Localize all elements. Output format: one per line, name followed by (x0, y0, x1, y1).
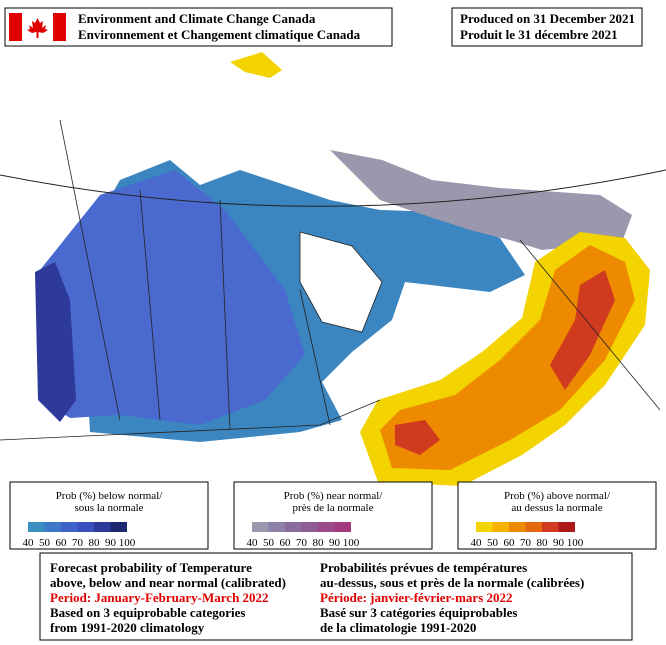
legend-tick: 70 (296, 537, 308, 549)
legend-swatch (476, 522, 493, 532)
legend-title: Prob (%) near normal/ (284, 490, 384, 502)
legend-swatch (268, 522, 285, 532)
legend-tick: 100 (119, 537, 136, 549)
description: Forecast probability of Temperatureabove… (50, 560, 584, 635)
legend-tick: 80 (537, 537, 549, 549)
legend-tick: 70 (520, 537, 532, 549)
legend-tick: 60 (280, 537, 292, 549)
produced-box (451, 7, 643, 47)
description-line: above, below and near normal (calibrated… (50, 575, 286, 590)
description-line: Basé sur 3 catégories équiprobables (320, 605, 517, 620)
borders (0, 119, 661, 441)
map (0, 52, 666, 486)
legend-subtitle: au dessus la normale (511, 502, 602, 514)
legend-tick: 40 (23, 537, 35, 549)
hudson-bay (299, 231, 383, 333)
legend-tick: 40 (247, 537, 259, 549)
description-line: from 1991-2020 climatology (50, 620, 205, 635)
description-line: de la climatologie 1991-2020 (320, 620, 476, 635)
legend-tick: 80 (89, 537, 101, 549)
latitude-line (0, 169, 666, 207)
legend-tick: 50 (263, 537, 275, 549)
legend-title: Prob (%) below normal/ (56, 490, 164, 502)
legend-swatch (285, 522, 302, 532)
legends: Prob (%) below normal/sous la normale 40 5… (9, 481, 657, 550)
description-line: Forecast probability of Temperature (50, 560, 252, 575)
legend-swatch (44, 522, 61, 532)
agency-en: Environment and Climate Change Canada (78, 11, 316, 26)
produced-fr: Produit le 31 décembre 2021 (460, 27, 618, 42)
region-yellow-north (230, 52, 282, 78)
legend-tick: 90 (105, 537, 117, 549)
legend-swatch (558, 522, 575, 532)
region-orange (380, 245, 635, 470)
legend-swatch (252, 522, 269, 532)
region-dark-blue (35, 262, 76, 422)
legend-tick: 50 (39, 537, 51, 549)
legend-swatch (110, 522, 127, 532)
description-line: Based on 3 equiprobable categories (50, 605, 246, 620)
produced-en: Produced on 31 December 2021 (460, 11, 635, 26)
description-line: au-dessus, sous et près de la normale (c… (320, 575, 584, 590)
region-red (395, 420, 440, 455)
legend-swatch (542, 522, 559, 532)
legend-tick: 60 (56, 537, 68, 549)
legend-tick: 70 (72, 537, 84, 549)
legend-box (457, 481, 657, 550)
legend-swatch (28, 522, 45, 532)
legend-swatch (334, 522, 351, 532)
legend-swatch (301, 522, 318, 532)
legend-swatch (492, 522, 509, 532)
legend-tick: 100 (343, 537, 360, 549)
legend-box (9, 481, 209, 550)
legend-tick: 40 (471, 537, 483, 549)
legend-swatch (94, 522, 111, 532)
legend-box (233, 481, 433, 550)
legend-swatch (61, 522, 78, 532)
legend-swatch (525, 522, 542, 532)
legend-swatch (509, 522, 526, 532)
description-line: Probabilités prévues de températures (320, 560, 527, 575)
legend-tick: 80 (313, 537, 325, 549)
region-gray (330, 150, 632, 250)
legend-subtitle: sous la normale (74, 502, 143, 514)
legend-title: Prob (%) above normal/ (504, 490, 611, 502)
description-line: Période: janvier-février-mars 2022 (320, 590, 513, 605)
legend-tick: 90 (553, 537, 565, 549)
legend-tick: 60 (504, 537, 516, 549)
header-box (4, 7, 393, 47)
legend-tick: 100 (567, 537, 584, 549)
region-red (550, 270, 615, 390)
description-line: Period: January-February-March 2022 (50, 590, 269, 605)
legend-swatch (77, 522, 94, 532)
legend-tick: 50 (487, 537, 499, 549)
agency-fr: Environnement et Changement climatique C… (78, 27, 361, 42)
legend-subtitle: près de la normale (293, 502, 374, 514)
legend-swatch (318, 522, 335, 532)
flag (9, 13, 66, 41)
region-blue (40, 170, 305, 425)
description-box (39, 552, 633, 641)
legend-tick: 90 (329, 537, 341, 549)
